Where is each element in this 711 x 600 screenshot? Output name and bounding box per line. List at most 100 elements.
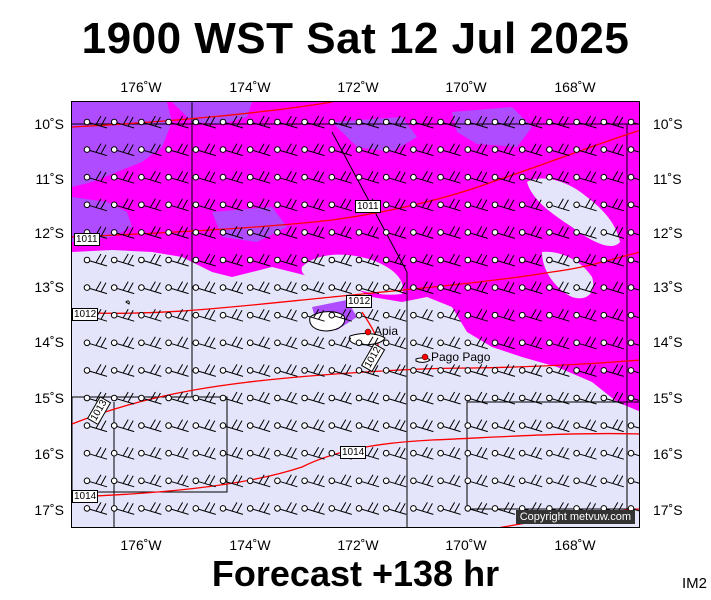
wind-barb (382, 474, 407, 488)
wind-barb (382, 170, 407, 184)
lat-label: 13˚S (34, 279, 64, 295)
wind-barb (573, 143, 597, 157)
city-label-pago-pago: Pago Pago (431, 350, 491, 364)
lon-label: 168˚W (554, 537, 596, 553)
lon-label: 172˚W (337, 79, 379, 95)
wind-barb (301, 336, 325, 350)
wind-barb (437, 226, 461, 239)
wind-barb (627, 229, 639, 236)
wind-barb (437, 336, 461, 350)
wind-barb (138, 281, 162, 295)
wind-barb (410, 446, 434, 460)
wind-barb (600, 170, 624, 184)
wind-barb (627, 146, 639, 153)
wind-barb (165, 115, 189, 129)
wind-barb (518, 115, 543, 129)
wind-barb (219, 143, 244, 157)
lon-label: 174˚W (229, 79, 271, 95)
wind-barb (464, 391, 488, 405)
wind-barb (301, 170, 325, 184)
wind-barb (491, 336, 516, 350)
lat-label: 14˚S (653, 334, 683, 350)
wind-barb (246, 419, 271, 433)
wind-barb (192, 308, 216, 322)
wind-barb (382, 364, 407, 377)
wind-barb (219, 281, 244, 295)
wind-barb (83, 143, 108, 157)
wind-barb (165, 502, 189, 515)
wind-barb (464, 446, 488, 460)
wind-barb (192, 115, 216, 129)
wind-barb (274, 170, 298, 184)
wind-barb (546, 226, 570, 239)
precip-gap (542, 251, 594, 299)
forecast-label: Forecast +138 hr (211, 553, 500, 594)
wind-barb (301, 391, 325, 405)
wind-barb (138, 336, 162, 350)
wind-barb (165, 419, 189, 433)
wind-barb (219, 364, 244, 377)
wind-barb (437, 419, 461, 433)
wind-barb (546, 474, 570, 488)
wind-barb (110, 391, 135, 405)
wind-barb (355, 226, 380, 239)
wind-barb (165, 170, 189, 184)
wind-barb (328, 143, 352, 157)
lat-label: 17˚S (34, 502, 64, 518)
wind-barb (301, 143, 325, 157)
wind-barb (110, 253, 135, 267)
wind-barb (600, 198, 624, 212)
wind-barb (546, 281, 570, 295)
wind-barb (410, 115, 434, 129)
wind-barb (83, 281, 108, 295)
wind-barb (518, 281, 543, 295)
wind-barb (491, 474, 516, 488)
wind-barb (355, 115, 380, 129)
wind-barb (600, 226, 624, 239)
wind-barb (382, 115, 407, 129)
copyright-notice: Copyright metvuw.com (515, 510, 635, 524)
wind-barb (546, 308, 570, 322)
wind-barb (328, 474, 352, 488)
wind-barb (219, 308, 244, 322)
wind-barb (600, 308, 624, 322)
wind-barb (246, 308, 271, 322)
wind-barb (546, 446, 570, 460)
wind-barb (464, 143, 488, 157)
wind-barb (437, 391, 461, 405)
wind-barb (246, 446, 271, 460)
wind-barb (219, 419, 244, 433)
wind-barb (410, 474, 434, 488)
wind-barb (491, 502, 516, 515)
wind-barb (110, 502, 135, 515)
wind-barb (301, 502, 325, 515)
wind-barb (138, 502, 162, 515)
wind-barb (110, 364, 135, 377)
wind-barb (83, 253, 108, 267)
wind-barb (464, 474, 488, 488)
weather-map: Apia Pago Pago 1011 1011 1012 1012 1012 … (71, 101, 640, 528)
wind-barb (437, 474, 461, 488)
wind-barb (491, 170, 516, 184)
map-svg (72, 102, 639, 527)
wind-barb (138, 115, 162, 129)
wind-barb (546, 143, 570, 157)
wind-barb (110, 198, 135, 212)
wind-barb (165, 308, 189, 322)
wind-barb (192, 226, 216, 239)
isobar-label: 1014 (72, 490, 99, 503)
wind-barb (110, 336, 135, 350)
wind-barb (491, 226, 516, 239)
wind-barb (192, 336, 216, 350)
wind-barb (274, 198, 298, 212)
wind-barb (518, 419, 543, 433)
wind-barb (464, 419, 488, 433)
wind-barb (518, 336, 543, 350)
wind-barb (355, 419, 380, 433)
wind-barb (382, 226, 407, 239)
wind-barb (301, 364, 325, 377)
wind-barb (464, 226, 488, 239)
wind-barb (246, 281, 271, 295)
wind-barb (437, 364, 461, 377)
wind-barb (219, 474, 244, 488)
